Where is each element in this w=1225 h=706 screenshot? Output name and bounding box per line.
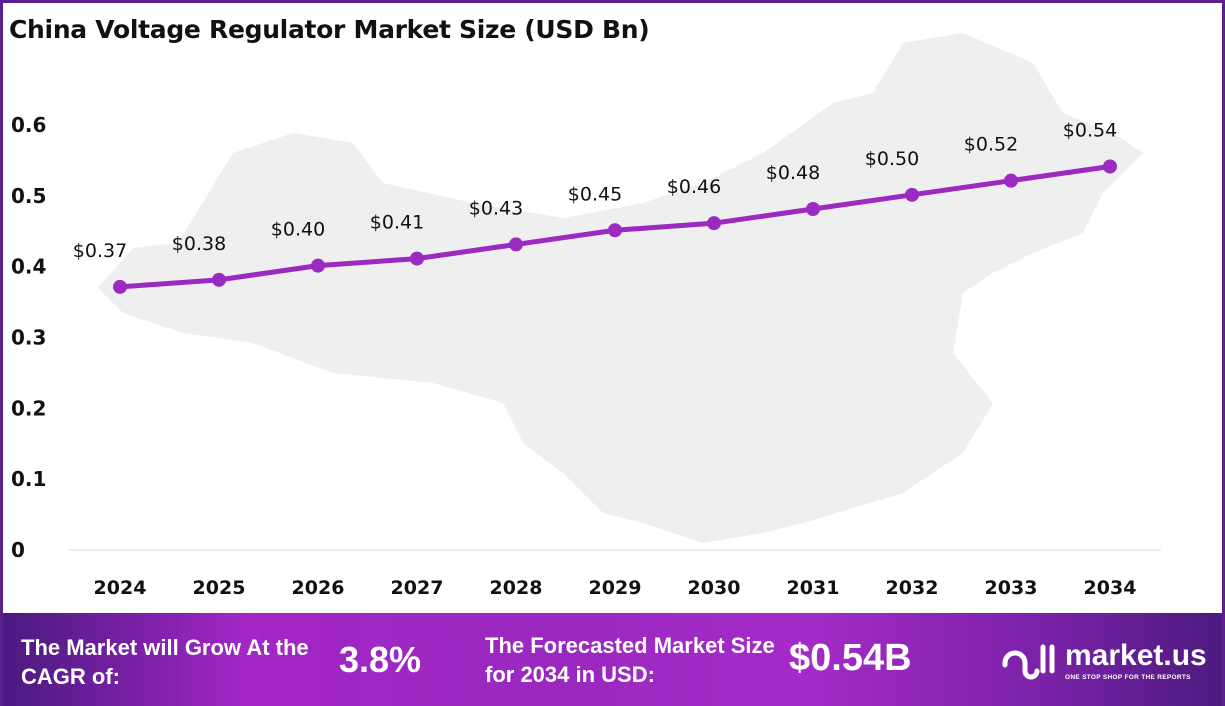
data-label: $0.37 xyxy=(73,240,127,262)
data-point xyxy=(806,202,820,216)
data-label: $0.46 xyxy=(667,176,721,198)
cagr-value: 3.8% xyxy=(339,639,422,680)
y-tick-label: 0.5 xyxy=(11,184,46,208)
data-point xyxy=(509,237,523,252)
x-tick-label: 2027 xyxy=(391,577,444,599)
data-point xyxy=(410,251,424,266)
data-point xyxy=(608,223,622,238)
y-tick-label: 0.2 xyxy=(11,396,46,420)
x-tick-label: 2028 xyxy=(490,577,543,599)
data-label: $0.45 xyxy=(568,183,622,205)
x-tick-label: 2034 xyxy=(1084,577,1137,599)
data-point xyxy=(113,279,127,294)
data-point xyxy=(212,272,226,287)
logo-tagline: ONE STOP SHOP FOR THE REPORTS xyxy=(1065,674,1191,681)
x-tick-label: 2025 xyxy=(193,577,246,599)
y-tick-label: 0.1 xyxy=(11,467,46,491)
x-tick-label: 2032 xyxy=(886,577,939,599)
data-point xyxy=(905,187,919,202)
data-label: $0.48 xyxy=(766,162,820,184)
data-label: $0.41 xyxy=(370,212,424,234)
data-label: $0.43 xyxy=(469,197,523,219)
data-label: $0.52 xyxy=(964,134,1018,156)
y-tick-label: 0 xyxy=(11,538,25,562)
data-label: $0.54 xyxy=(1063,120,1117,142)
forecast-label: The Forecasted Market Size for 2034 in U… xyxy=(485,633,775,687)
data-point xyxy=(311,258,325,273)
data-label: $0.38 xyxy=(172,233,226,255)
x-tick-label: 2024 xyxy=(94,577,147,599)
y-tick-label: 0.3 xyxy=(11,326,46,350)
forecast-value: $0.54B xyxy=(789,637,912,679)
market-us-logo-icon xyxy=(1002,644,1055,680)
x-tick-label: 2029 xyxy=(589,577,642,599)
data-point xyxy=(1103,159,1117,174)
x-tick-label: 2033 xyxy=(985,577,1038,599)
y-tick-label: 0.6 xyxy=(11,113,46,137)
footer-banner: The Market will Grow At the CAGR of: 3.8… xyxy=(3,613,1222,706)
logo-name: market.us xyxy=(1065,639,1207,672)
data-point xyxy=(707,216,721,231)
china-map-background xyxy=(98,33,1143,543)
x-tick-label: 2031 xyxy=(787,577,840,599)
data-label: $0.40 xyxy=(271,219,325,241)
data-point xyxy=(1004,173,1018,188)
x-tick-label: 2030 xyxy=(688,577,741,599)
chart-title: China Voltage Regulator Market Size (USD… xyxy=(9,15,650,44)
cagr-label: The Market will Grow At the CAGR of: xyxy=(21,635,309,689)
line-chart: 0 0.1 0.2 0.3 0.4 0.5 0.6 2024 2025 2026 2027 2028 2… xyxy=(11,33,1161,599)
x-tick-label: 2026 xyxy=(292,577,345,599)
data-label: $0.50 xyxy=(865,148,919,170)
y-tick-label: 0.4 xyxy=(11,255,46,279)
